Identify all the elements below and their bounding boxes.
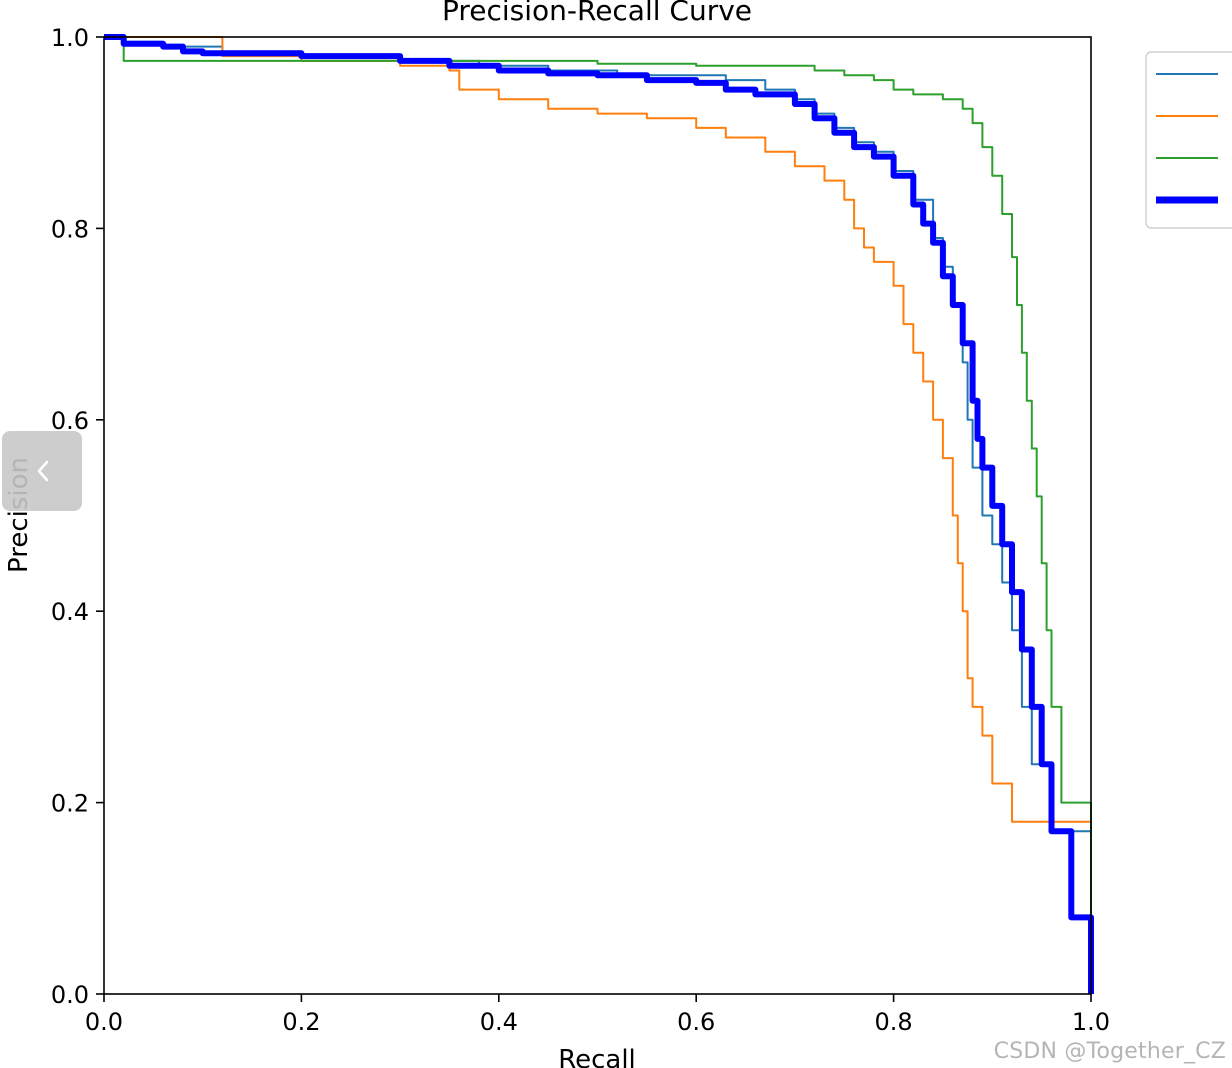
collapse-sidebar-button[interactable] bbox=[2, 431, 82, 511]
y-tick-label: 0.8 bbox=[51, 215, 89, 243]
x-axis-label: Recall bbox=[558, 1045, 636, 1068]
y-tick-label: 1.0 bbox=[51, 24, 89, 52]
y-tick-label: 0.0 bbox=[51, 981, 89, 1009]
chart-title: Precision-Recall Curve bbox=[442, 0, 752, 27]
axes-frame bbox=[103, 36, 1092, 995]
legend-box bbox=[1145, 51, 1232, 229]
y-axis: 0.0 0.2 0.4 0.6 0.8 1.0 bbox=[51, 24, 104, 1009]
x-tick-label: 0.0 bbox=[85, 1008, 123, 1036]
y-tick-label: 0.6 bbox=[51, 407, 89, 435]
series-line-3 bbox=[104, 36, 1092, 994]
x-tick-label: 0.8 bbox=[875, 1008, 913, 1036]
y-tick-label: 0.2 bbox=[51, 790, 89, 818]
x-tick-label: 0.2 bbox=[282, 1008, 320, 1036]
x-tick-label: 0.6 bbox=[677, 1008, 715, 1036]
series-layer bbox=[104, 34, 1094, 994]
series-line-4 bbox=[104, 34, 1094, 994]
series-line-2 bbox=[104, 36, 1092, 994]
y-tick-label: 0.4 bbox=[51, 598, 89, 626]
watermark: CSDN @Together_CZ bbox=[993, 1039, 1226, 1064]
x-tick-label: 1.0 bbox=[1072, 1008, 1110, 1036]
x-axis: 0.0 0.2 0.4 0.6 0.8 1.0 bbox=[85, 994, 1110, 1036]
chevron-left-icon bbox=[37, 460, 49, 482]
x-tick-label: 0.4 bbox=[480, 1008, 518, 1036]
legend bbox=[1145, 51, 1232, 229]
